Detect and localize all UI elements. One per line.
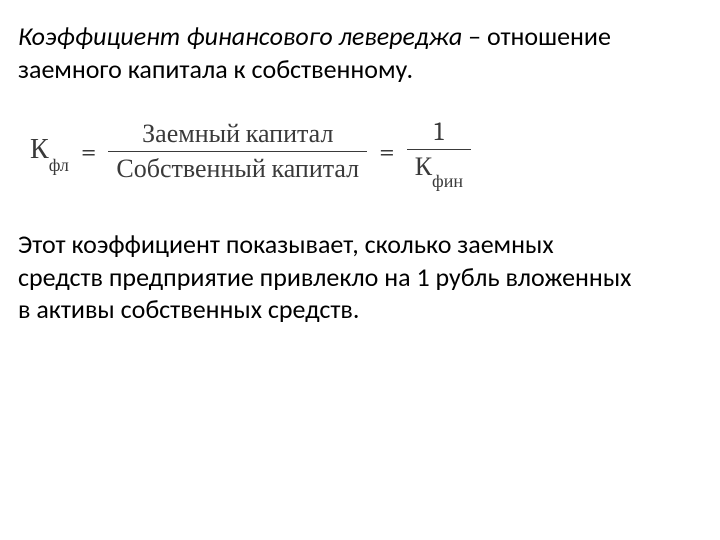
def-part2: заемного капитала к собственному. (18, 53, 413, 85)
desc-l1: Этот коэффициент показывает, сколько зае… (18, 228, 554, 260)
fraction-1: Заемный капитал Собственный капитал (108, 117, 367, 186)
frac2-num: 1 (426, 115, 451, 149)
term: Коэффициент финансового левереджа (18, 20, 462, 52)
description-paragraph: Этот коэффициент показывает, сколько зае… (18, 228, 702, 326)
frac2-den: Кфин (407, 150, 471, 188)
equals-2: = (379, 136, 395, 168)
frac1-den: Собственный капитал (108, 152, 367, 186)
frac2-den-main: К (415, 152, 432, 182)
frac2-den-sub: фин (432, 171, 463, 192)
desc-l3: в активы собственных средств. (18, 293, 359, 325)
frac1-num: Заемный капитал (134, 117, 341, 151)
lhs-symbol: Кфл (30, 133, 69, 170)
lhs-sub: фл (49, 155, 69, 176)
dash: – (462, 20, 487, 52)
fraction-2: 1 Кфин (407, 115, 471, 188)
desc-l2: средств предприятие привлекло на 1 рубль… (18, 261, 631, 293)
equals-1: = (81, 136, 97, 168)
intro-paragraph: Коэффициент финансового левереджа – отно… (18, 20, 702, 85)
def-part1: отношение (487, 20, 611, 52)
formula: Кфл = Заемный капитал Собственный капита… (30, 115, 702, 188)
lhs-main: К (30, 133, 49, 165)
